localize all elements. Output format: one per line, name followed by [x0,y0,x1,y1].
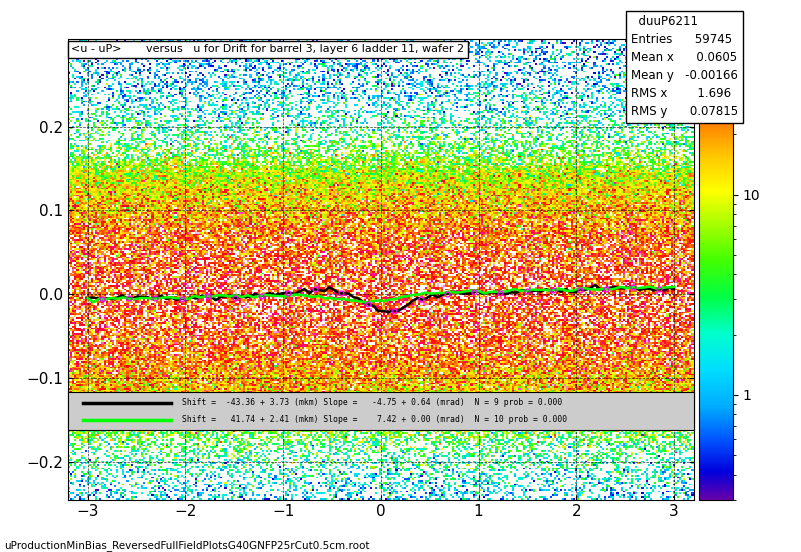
Bar [68,392,694,431]
Text: <u - uP>       versus   u for Drift for barrel 3, layer 6 ladder 11, wafer 2: <u - uP> versus u for Drift for barrel 3… [71,44,465,54]
Text: Shift =   41.74 + 2.41 (mkm) Slope =    7.42 + 0.00 (mrad)  N = 10 prob = 0.000: Shift = 41.74 + 2.41 (mkm) Slope = 7.42 … [183,415,568,424]
Text: duuP6211
Entries      59745
Mean x      0.0605
Mean y   -0.00166
RMS x        1.: duuP6211 Entries 59745 Mean x 0.0605 Mea… [631,15,739,119]
Text: uProductionMinBias_ReversedFullFieldPlotsG40GNFP25rCut0.5cm.root: uProductionMinBias_ReversedFullFieldPlot… [4,540,369,551]
Text: Shift =  -43.36 + 3.73 (mkm) Slope =   -4.75 + 0.64 (mrad)  N = 9 prob = 0.000: Shift = -43.36 + 3.73 (mkm) Slope = -4.7… [183,399,562,407]
